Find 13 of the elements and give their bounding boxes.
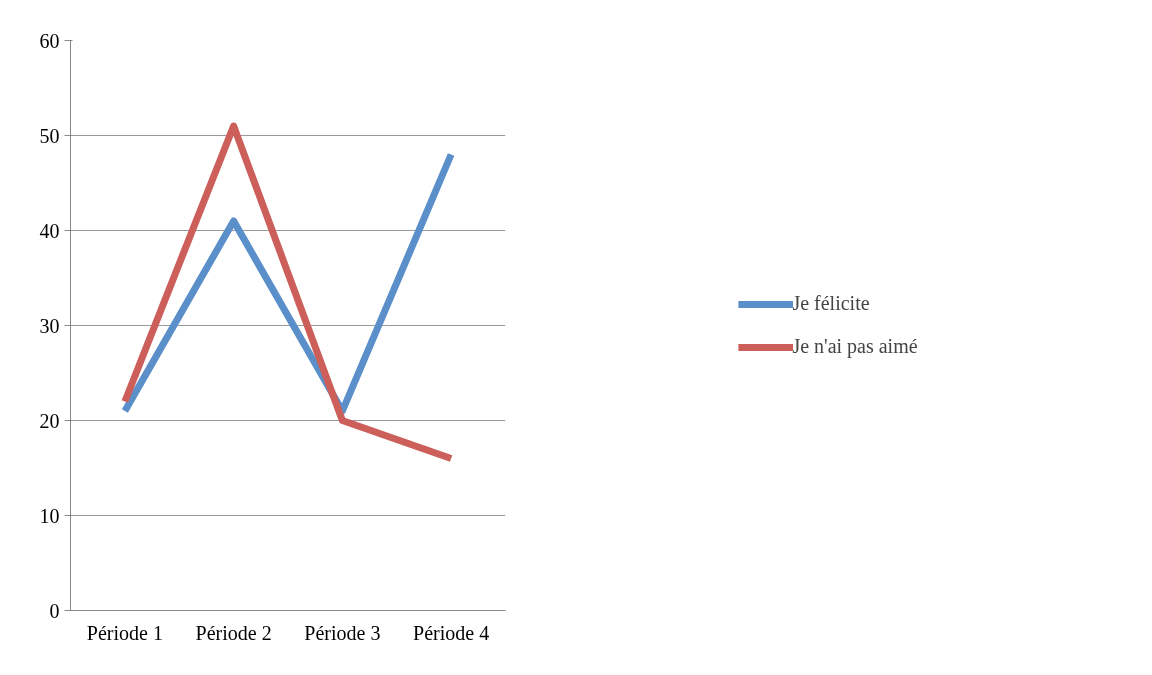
y-tick-label: 50 <box>39 124 60 147</box>
x-tick-label: Période 4 <box>413 621 490 644</box>
y-tick-label: 0 <box>49 599 60 622</box>
x-tick-label: Période 1 <box>86 621 163 644</box>
legend-label: Je félicite <box>792 292 870 315</box>
y-tick-label: 30 <box>39 314 60 337</box>
y-tick-label: 60 <box>39 29 60 52</box>
x-tick-label: Période 2 <box>195 621 272 644</box>
y-tick-label: 40 <box>39 219 60 242</box>
y-tick-label: 10 <box>39 504 60 527</box>
legend-label: Je n'ai pas aimé <box>792 335 918 358</box>
x-tick-label: Période 3 <box>304 621 381 644</box>
y-tick-label: 20 <box>39 409 60 432</box>
